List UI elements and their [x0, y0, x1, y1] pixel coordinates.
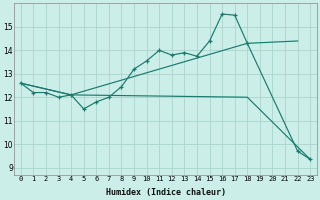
X-axis label: Humidex (Indice chaleur): Humidex (Indice chaleur)	[106, 188, 226, 197]
